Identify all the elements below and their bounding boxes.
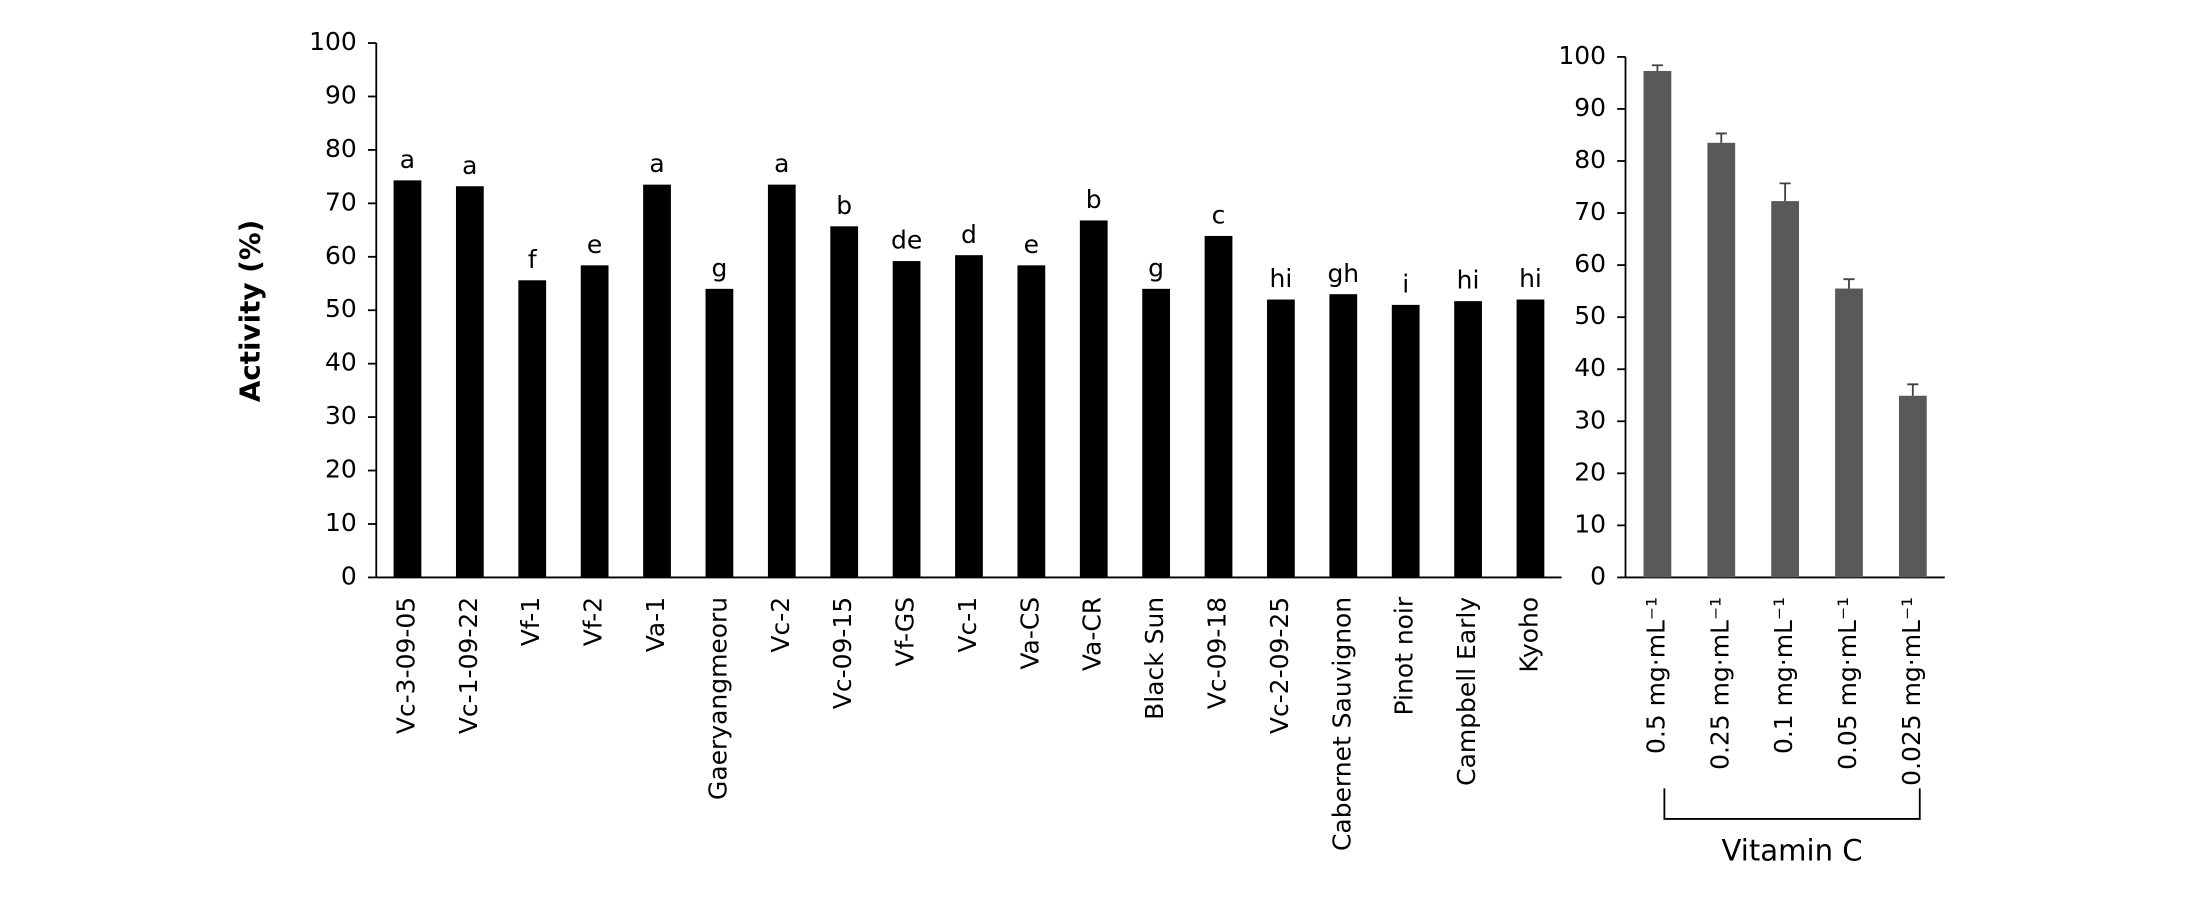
x-tick-label: 0.025 mg·mL⁻¹ bbox=[1897, 597, 1926, 786]
significance-letter: de bbox=[891, 226, 922, 255]
bar bbox=[1835, 288, 1863, 578]
significance-letter: hi bbox=[1457, 266, 1480, 295]
x-tick-label: 0.25 mg·mL⁻¹ bbox=[1705, 597, 1734, 770]
y-tick-label: 50 bbox=[1574, 301, 1606, 330]
error-bar bbox=[1779, 182, 1791, 202]
bar bbox=[1516, 299, 1545, 578]
error-bar bbox=[1651, 64, 1663, 71]
y-tick-label: 70 bbox=[325, 187, 357, 216]
x-tick-label: 0.05 mg·mL⁻¹ bbox=[1833, 597, 1862, 770]
y-tick-label: 70 bbox=[1574, 197, 1606, 226]
y-tick-label: 40 bbox=[325, 348, 357, 377]
significance-letter: c bbox=[1212, 201, 1226, 230]
y-axis-label: Activity (%) bbox=[233, 220, 266, 403]
x-tick-label: Pinot noir bbox=[1390, 596, 1419, 715]
x-tick-label: Vf-2 bbox=[579, 597, 608, 646]
significance-letter: d bbox=[961, 220, 977, 249]
y-tick-label: 30 bbox=[1574, 405, 1606, 434]
error-bar bbox=[1843, 278, 1855, 289]
x-tick-label: 0.1 mg·mL⁻¹ bbox=[1769, 597, 1798, 754]
x-tick-label: Vf-1 bbox=[516, 597, 545, 646]
y-tick-label: 20 bbox=[325, 455, 357, 484]
bar bbox=[1079, 220, 1108, 578]
y-tick-label: 90 bbox=[1574, 93, 1606, 122]
significance-letter: g bbox=[1148, 253, 1164, 282]
y-tick-label: 0 bbox=[341, 561, 357, 590]
bar bbox=[580, 265, 609, 578]
x-tick-label: Kyoho bbox=[1514, 597, 1543, 673]
bar bbox=[767, 184, 796, 578]
y-tick-label: 10 bbox=[1574, 509, 1606, 538]
significance-letter: a bbox=[649, 149, 664, 178]
significance-letter: b bbox=[836, 191, 852, 220]
x-tick-label: Va-CS bbox=[1015, 597, 1044, 670]
bar bbox=[393, 180, 422, 578]
y-tick-label: 50 bbox=[325, 294, 357, 323]
group-label: Vitamin C bbox=[1721, 833, 1862, 867]
x-tick-label: Vc-1-09-22 bbox=[454, 597, 483, 734]
x-tick-label: Gaeryangmeoru bbox=[703, 597, 732, 800]
bar bbox=[705, 288, 734, 578]
bar bbox=[1391, 304, 1420, 578]
y-tick-label: 60 bbox=[1574, 249, 1606, 278]
bar bbox=[830, 226, 859, 578]
x-tick-label: Vf-GS bbox=[891, 597, 920, 667]
x-tick-label: Vc-2-09-25 bbox=[1265, 597, 1294, 734]
bar bbox=[1142, 288, 1171, 578]
bar bbox=[892, 261, 921, 578]
significance-letter: f bbox=[528, 245, 538, 274]
bar bbox=[1454, 301, 1482, 578]
x-tick-label: Vc-1 bbox=[953, 597, 982, 653]
y-tick-label: 100 bbox=[309, 27, 357, 56]
bar bbox=[1017, 265, 1046, 578]
bar bbox=[955, 255, 983, 578]
bar bbox=[1643, 70, 1672, 578]
y-tick-label: 40 bbox=[1574, 353, 1606, 382]
x-tick-label: Cabernet Sauvignon bbox=[1327, 597, 1356, 851]
y-tick-label: 60 bbox=[325, 241, 357, 270]
x-tick-label: Black Sun bbox=[1140, 597, 1169, 720]
x-tick-label: Vc-09-18 bbox=[1203, 597, 1232, 709]
bar bbox=[1898, 395, 1927, 578]
y-tick-label: 20 bbox=[1574, 457, 1606, 486]
significance-letter: gh bbox=[1327, 259, 1359, 288]
y-tick-label: 80 bbox=[1574, 145, 1606, 174]
x-tick-label: Vc-2 bbox=[766, 597, 795, 653]
significance-letter: a bbox=[462, 151, 477, 180]
error-bar bbox=[1715, 132, 1727, 143]
bar bbox=[1267, 299, 1295, 578]
x-tick-label: Vc-3-09-05 bbox=[391, 597, 420, 734]
bar bbox=[1204, 235, 1233, 578]
bar bbox=[518, 280, 547, 578]
significance-letter: hi bbox=[1270, 264, 1293, 293]
group-bracket bbox=[1663, 788, 1921, 820]
bar bbox=[455, 186, 484, 578]
x-tick-label: Vc-09-15 bbox=[828, 597, 857, 709]
y-tick-label: 30 bbox=[325, 401, 357, 430]
x-tick-label: Va-CR bbox=[1078, 597, 1107, 671]
y-tick-label: 10 bbox=[325, 508, 357, 537]
y-tick-label: 0 bbox=[1590, 561, 1606, 590]
bar bbox=[1329, 294, 1358, 578]
error-bar bbox=[1907, 383, 1919, 396]
significance-letter: a bbox=[774, 149, 789, 178]
bar bbox=[1707, 142, 1736, 578]
x-tick-label: 0.5 mg·mL⁻¹ bbox=[1641, 597, 1670, 754]
significance-letter: a bbox=[400, 145, 415, 174]
y-tick-label: 90 bbox=[325, 80, 357, 109]
significance-letter: b bbox=[1086, 185, 1102, 214]
y-tick-label: 80 bbox=[325, 134, 357, 163]
bar bbox=[643, 184, 671, 578]
significance-letter: e bbox=[587, 230, 602, 259]
significance-letter: hi bbox=[1519, 264, 1542, 293]
significance-letter: i bbox=[1402, 269, 1409, 298]
y-tick-label: 100 bbox=[1558, 41, 1606, 70]
bar bbox=[1771, 201, 1800, 578]
x-tick-label: Campbell Early bbox=[1452, 597, 1481, 786]
significance-letter: g bbox=[711, 253, 727, 282]
significance-letter: e bbox=[1024, 230, 1039, 259]
x-tick-label: Va-1 bbox=[641, 597, 670, 652]
